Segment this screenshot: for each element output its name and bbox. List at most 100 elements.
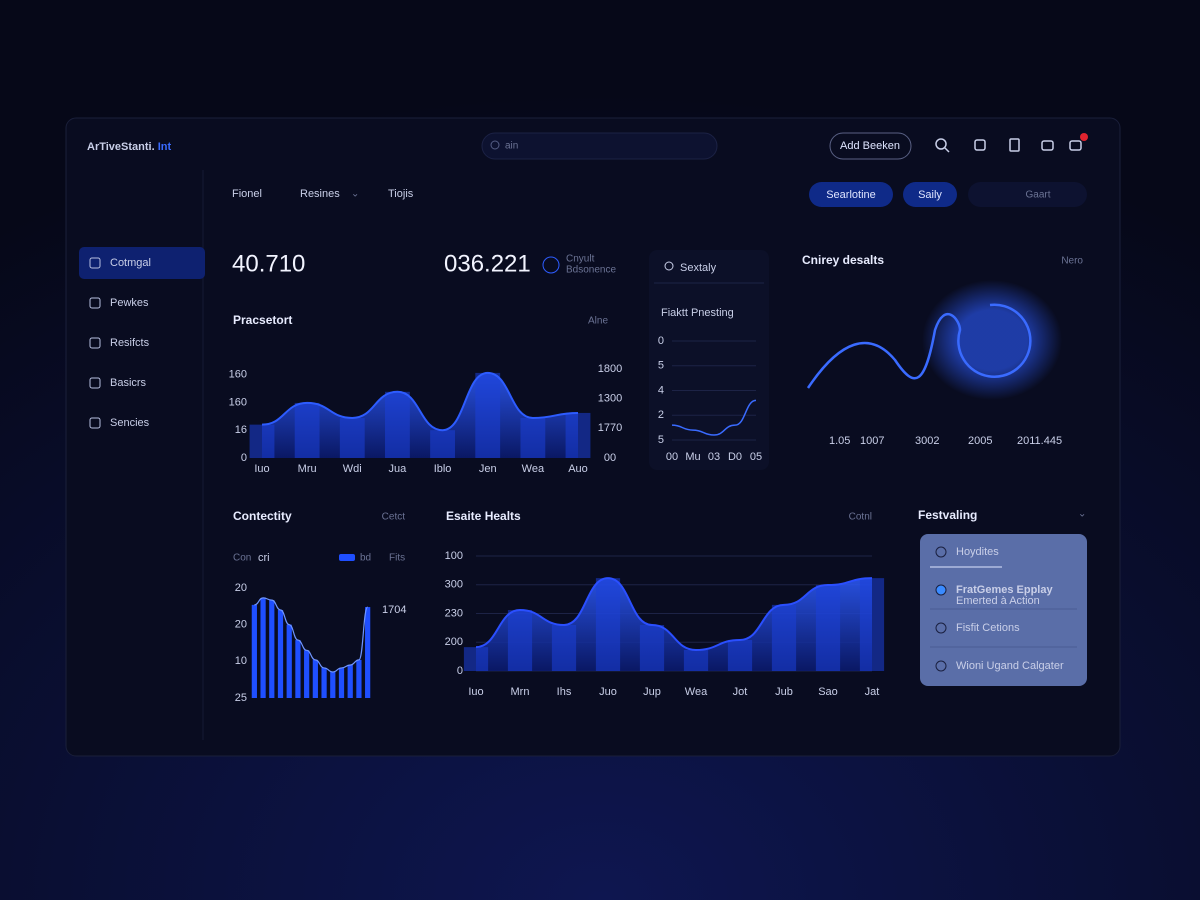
side-panel (920, 534, 1087, 686)
curve-label: 2011.445 (1017, 435, 1062, 447)
x-tick-label: Wdi (343, 463, 362, 475)
curve-label: 3002 (915, 435, 939, 447)
sidebar-item[interactable]: Pewkes (110, 297, 149, 309)
chart-title: Pracsetort (233, 313, 292, 327)
x-tick-label: 03 (708, 451, 720, 463)
toolbar-button[interactable] (903, 182, 957, 207)
stat-note: Bdsonence (566, 265, 616, 276)
bar (507, 610, 533, 671)
toolbar-select[interactable] (968, 182, 1087, 207)
panel-item[interactable]: Wioni Ugand Calgater (956, 660, 1064, 672)
x-tick-label: Ihs (557, 686, 572, 698)
sidebar-icon (89, 337, 101, 349)
icon-c[interactable] (1041, 140, 1054, 151)
panel-title: Festvaling (918, 508, 977, 522)
sidebar-item[interactable]: Sencies (110, 417, 150, 429)
legend-item: cri (258, 552, 270, 564)
x-tick-label: D0 (728, 451, 742, 463)
legend-item: Con (233, 553, 251, 564)
tab[interactable]: Fionel (232, 188, 262, 200)
x-tick-label: Jot (733, 686, 748, 698)
bar (277, 610, 284, 698)
toolbar-label: Searlotine (826, 189, 876, 201)
x-tick-label: Sao (818, 686, 838, 698)
y-tick-label: 16 (235, 424, 247, 436)
icon-d[interactable] (1069, 140, 1082, 151)
bar (347, 665, 353, 698)
search-box[interactable] (481, 132, 718, 160)
x-tick-label: Mu (685, 451, 700, 463)
panel-item[interactable]: Hoydites (956, 546, 999, 558)
card-title: Cnirey desalts (802, 253, 884, 267)
toolbar-button[interactable] (809, 182, 893, 207)
x-tick-label: Jen (479, 463, 497, 475)
sidebar-item[interactable]: Basicrs (110, 377, 147, 389)
icon-b[interactable] (1009, 138, 1020, 152)
search-placeholder: ain (505, 141, 518, 152)
stat-note: Cnyult (566, 254, 595, 265)
panel-icon (935, 622, 947, 634)
legend-item: Fits (389, 553, 405, 564)
annotation: 1704 (382, 604, 406, 616)
sidebar-icon (89, 257, 101, 269)
x-tick-label: Auo (568, 463, 588, 475)
bar (294, 402, 320, 458)
x-tick-label: Iuo (254, 463, 269, 475)
panel-caret[interactable]: ⌄ (1078, 509, 1086, 520)
y-tick-label: 20 (235, 619, 247, 631)
sidebar-active (79, 247, 205, 279)
tab[interactable]: Resines (300, 188, 340, 200)
stat-icon (542, 256, 560, 274)
add-button[interactable] (829, 132, 912, 160)
sidebar-item[interactable]: Cotmgal (110, 257, 151, 269)
bar (520, 417, 546, 458)
tab[interactable]: Tiojis (388, 188, 414, 200)
bar-trend (254, 597, 369, 673)
bar (286, 624, 292, 698)
bar (339, 417, 365, 458)
tab-caret: ⌄ (351, 189, 359, 200)
x-tick-label: Mrn (511, 686, 530, 698)
panel-item[interactable]: Fisfit Cetions (956, 622, 1020, 634)
x-tick-label: Juo (599, 686, 617, 698)
bar (269, 600, 275, 698)
bar (385, 391, 410, 458)
area-line (261, 371, 579, 432)
y2-tick-label: 1770 (598, 422, 622, 434)
bar (463, 647, 489, 671)
icon-search[interactable] (935, 138, 947, 150)
toolbar-label: Gaart (1025, 190, 1050, 201)
x-tick-label: Wea (522, 463, 545, 475)
chart-title: Contectity (233, 509, 292, 523)
y-tick-label: 100 (445, 550, 463, 562)
curve-label: 1.05 (829, 435, 850, 447)
line (671, 399, 757, 436)
glow (922, 280, 1062, 400)
sidebar-item[interactable]: Resifcts (110, 337, 150, 349)
panel-item[interactable]: FratGemes Epplay (956, 584, 1053, 596)
y2-tick-label: 1800 (598, 363, 622, 375)
panel-icon (935, 546, 947, 558)
bar (295, 640, 301, 698)
area-line (475, 577, 873, 652)
y-tick-label: 160 (229, 396, 247, 408)
icon-a[interactable] (974, 139, 986, 151)
bar (595, 578, 621, 671)
sidebar-icon (89, 417, 101, 429)
toolbar-label: Saily (918, 189, 942, 201)
curve-line (806, 303, 1032, 389)
card-legend: Nero (1061, 256, 1083, 267)
chart-legend: Cotnl (849, 512, 872, 523)
chart-note: Cetct (382, 512, 406, 523)
x-tick-label: Mru (298, 463, 317, 475)
bar (304, 650, 310, 698)
legend-swatch (339, 554, 355, 561)
y-tick-label: 160 (229, 368, 247, 380)
bar (565, 412, 591, 458)
bar (330, 671, 336, 698)
y-tick-label: 300 (445, 579, 463, 591)
y2-tick-label: 1300 (598, 393, 622, 405)
stat-value: 40.710 (232, 250, 305, 277)
curve-label: 1007 (860, 435, 884, 447)
